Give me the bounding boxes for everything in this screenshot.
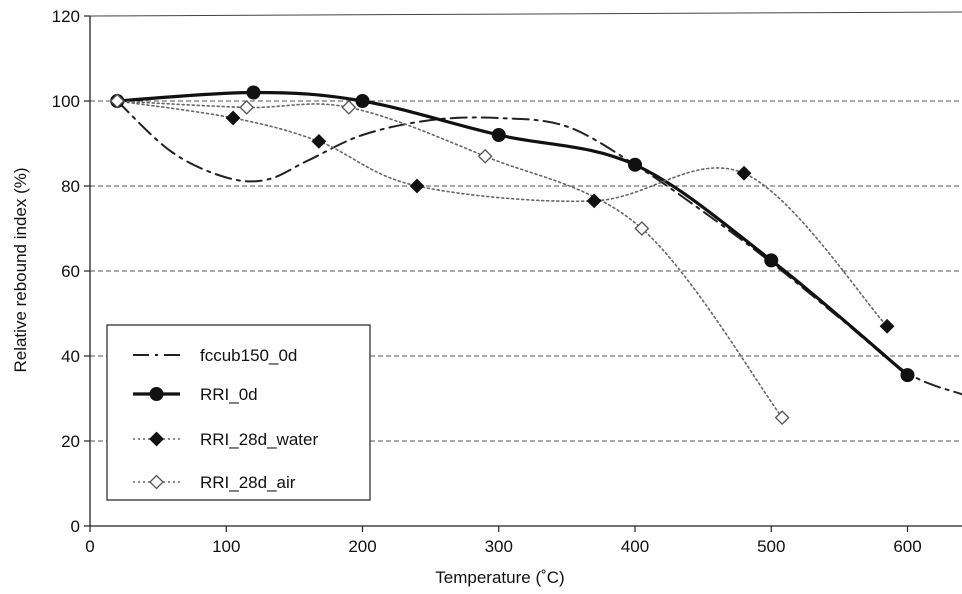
point-rri-28d-air-3 [477,148,493,164]
point-rri-0d-1 [246,85,261,100]
y-tick-label-40: 40 [61,347,80,366]
legend-label-fccub150-0d: fccub150_0d [200,346,297,365]
point-rri-0d-4 [628,157,642,172]
point-rri-28d-water-5 [736,165,752,181]
x-tick-label-200: 200 [348,537,376,556]
x-tick-label-300: 300 [485,537,513,556]
legend-label-rri-28d-air: RRI_28d_air [200,473,296,492]
series-markers [109,85,915,426]
point-rri-28d-water-1 [225,110,241,126]
y-tick-label-120: 120 [52,7,80,26]
x-tick-label-0: 0 [85,537,94,556]
top-frame-line [89,11,962,17]
legend-marker-rri-0d [149,387,164,401]
x-tick-label-400: 400 [621,537,649,556]
legend: fccub150_0d RRI_0d RRI_28d_water RRI_28d_ai… [106,324,371,501]
x-tick-label-600: 600 [893,537,921,556]
y-tick-label-100: 100 [52,92,80,111]
y-tick-label-60: 60 [61,262,80,281]
point-rri-28d-air-1 [239,99,255,115]
x-axis-title: Temperature (˚C) [435,568,564,587]
legend-marker-rri-28d-water [149,431,164,447]
legend-label-rri-28d-water: RRI_28d_water [200,430,318,449]
point-rri-28d-air-2 [341,99,357,115]
point-rri-28d-water-4 [586,193,602,209]
point-rri-28d-air-5 [774,410,790,426]
y-tick-label-80: 80 [61,177,80,196]
x-tick-label-500: 500 [757,537,785,556]
point-rri-0d-3 [491,128,506,142]
x-tick-label-100: 100 [212,537,240,556]
point-rri-28d-air-4 [634,221,650,236]
point-rri-28d-air-0 [109,93,125,109]
point-rri-0d-2 [355,94,370,108]
point-rri-28d-water-6 [879,318,895,334]
point-rri-28d-water-3 [409,178,425,194]
y-tick-label-0: 0 [71,517,80,536]
point-rri-0d-5 [764,253,779,268]
point-rri-28d-water-2 [311,133,327,149]
legend-marker-rri-28d-air [149,474,164,490]
legend-label-rri-0d: RRI_0d [200,385,258,404]
point-rri-0d-6 [900,368,915,383]
y-axis-title: Relative rebound index (%) [11,167,30,372]
y-tick-label-20: 20 [61,432,80,451]
axes: 0 20 40 60 80 100 120 0 100 200 300 400 500 600 [52,7,962,556]
legend-box [106,324,371,501]
